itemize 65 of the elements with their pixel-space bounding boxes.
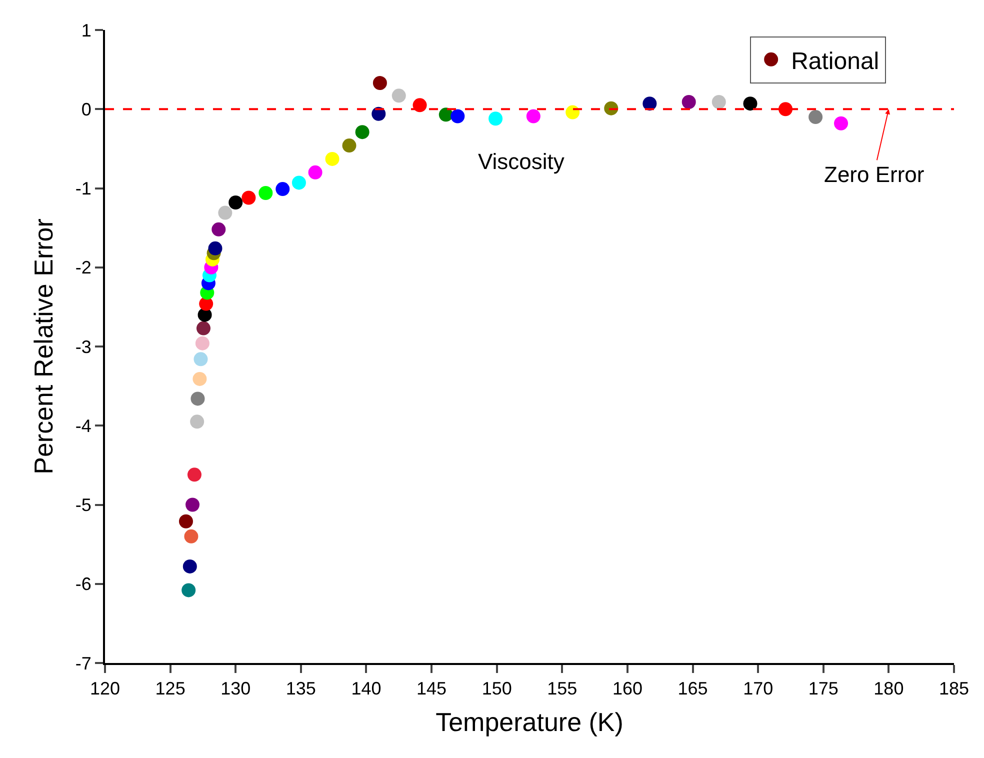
y-axis-title: Percent Relative Error [28,218,58,474]
y-tick-label: -2 [75,258,92,278]
x-tick-label: 135 [286,678,316,699]
point [743,96,758,111]
x-tick-label: 155 [547,678,578,699]
x-tick-label: 120 [90,678,120,699]
point [194,352,208,366]
x-tick-label: 160 [612,678,642,699]
x-tick-label: 170 [743,678,774,699]
x-tick-label: 180 [874,678,904,699]
y-tick-label: -5 [75,495,92,516]
x-tick-label: 150 [482,678,512,699]
y-tick-label: 1 [81,20,92,40]
y-tick-label: -7 [75,653,92,674]
point [182,583,196,598]
x-tick-label: 140 [351,678,382,699]
point [808,110,823,124]
point [834,116,848,130]
x-tick-label: 145 [416,678,447,699]
point [325,152,340,166]
point [208,241,222,256]
point [192,372,207,386]
point [276,182,290,196]
point [190,414,204,429]
point [182,559,197,574]
point [242,190,256,205]
x-tick-label: 125 [155,678,186,699]
point [412,98,427,112]
point [342,138,356,153]
point [526,109,540,124]
annotation: Zero Error [824,162,924,187]
point [682,95,696,109]
point [308,165,322,180]
x-tick-label: 130 [220,678,251,699]
point [355,125,370,140]
point [712,95,726,109]
x-axis-title: Temperature (K) [436,706,624,737]
point [190,392,205,406]
point [778,102,793,116]
y-tick-label: -4 [75,416,92,436]
point [184,529,198,544]
point [372,76,387,90]
point [488,112,503,126]
y-tick-label: 0 [81,99,92,120]
point [450,109,465,124]
annotation: Viscosity [478,149,564,174]
point [258,186,273,200]
point [195,336,210,350]
legend-label: Rational [791,48,880,75]
y-tick-label: -3 [75,336,92,357]
point [187,468,202,482]
point [218,206,232,220]
point [186,498,200,512]
point [292,176,306,190]
point [228,195,243,210]
x-tick-label: 175 [808,678,838,699]
point [178,514,193,528]
y-tick-label: -6 [75,574,92,594]
point [392,88,406,103]
point [196,321,210,336]
x-tick-label: 185 [938,678,970,699]
x-tick-label: 165 [678,678,708,699]
point [566,105,580,120]
y-tick-label: -1 [75,178,92,199]
point [212,222,226,236]
